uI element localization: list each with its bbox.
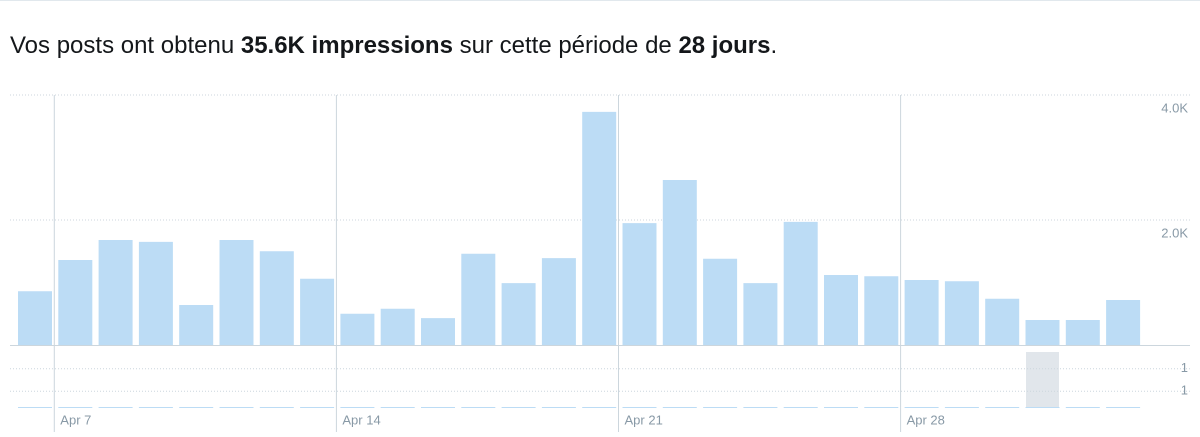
bar <box>421 318 455 345</box>
bar <box>219 240 254 345</box>
bar <box>1065 320 1100 345</box>
bar <box>743 283 778 345</box>
y2-tick-label: 1 <box>1181 360 1188 375</box>
y-tick-label: 2.0K <box>1161 225 1188 240</box>
bar <box>461 253 496 345</box>
summary-text: Vos posts ont obtenu <box>10 32 235 59</box>
bar <box>824 275 858 345</box>
bar <box>703 258 738 345</box>
bar <box>944 281 979 345</box>
summary-period: 28 jours <box>678 32 771 59</box>
bar <box>783 221 818 345</box>
bar <box>1025 320 1060 345</box>
bar <box>582 111 617 345</box>
bar <box>18 291 52 345</box>
bar <box>98 240 133 345</box>
summary-text: . <box>770 32 778 59</box>
x-tick-label: Apr 7 <box>60 412 91 427</box>
bar <box>985 298 1020 345</box>
bar <box>300 278 335 345</box>
bar <box>622 223 657 345</box>
summary-impressions: 35.6K impressions <box>240 32 453 59</box>
bar <box>138 241 173 345</box>
bar <box>501 283 536 345</box>
bar <box>340 313 375 345</box>
x-tick-label: Apr 14 <box>342 412 380 427</box>
x-tick-label: Apr 28 <box>907 412 945 427</box>
bar <box>380 308 415 345</box>
summary-text: sur cette période de <box>459 32 672 59</box>
bar <box>259 251 294 345</box>
y2-tick-label: 1 <box>1181 383 1188 398</box>
bar <box>1106 300 1141 345</box>
bar <box>58 260 93 345</box>
bar <box>541 258 576 345</box>
bar <box>179 305 214 345</box>
y-tick-label: 4.0K <box>1161 100 1188 115</box>
bar <box>662 180 697 345</box>
hover-highlight <box>1026 352 1059 408</box>
summary: Vos posts ont obtenu 35.6K impressions s… <box>10 32 777 60</box>
bar <box>904 280 939 345</box>
bar <box>864 276 899 345</box>
x-tick-label: Apr 21 <box>625 412 663 427</box>
